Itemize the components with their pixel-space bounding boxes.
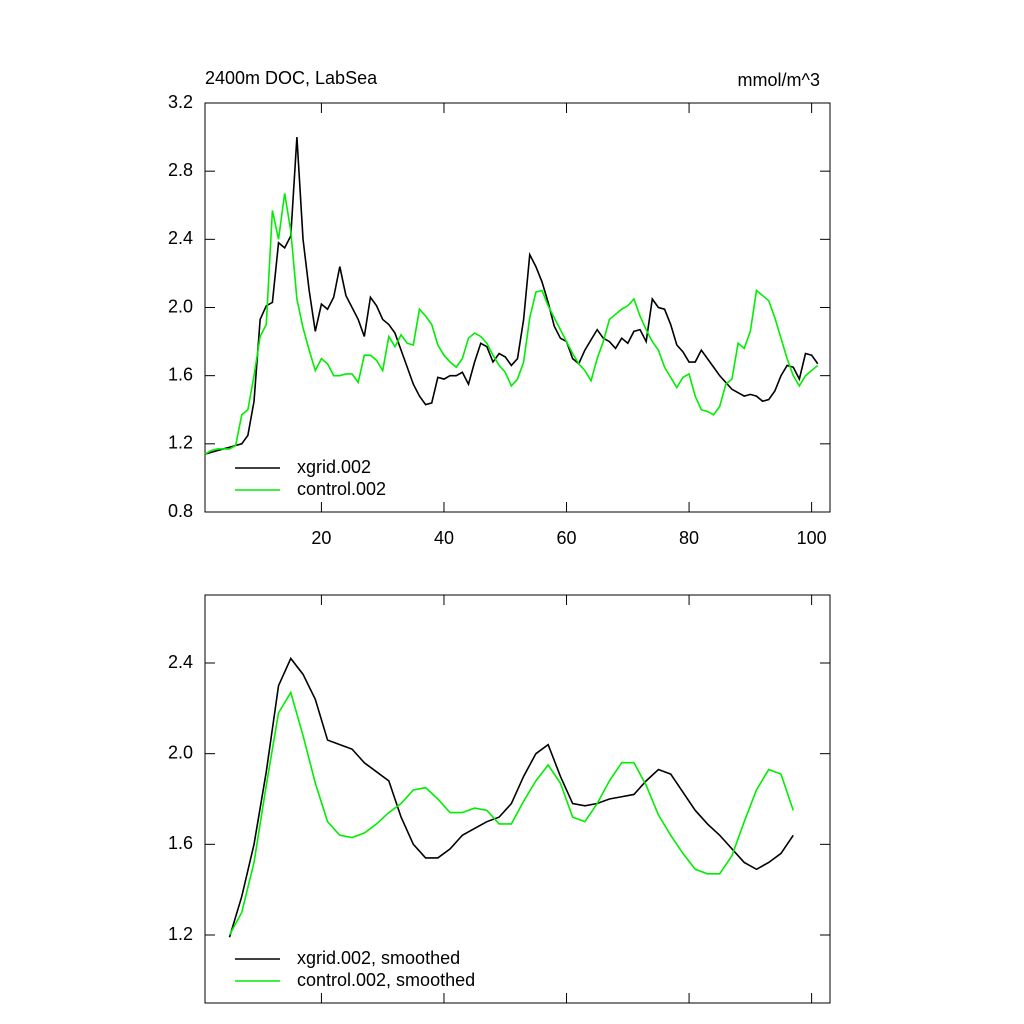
y-tick-label: 1.2 xyxy=(168,924,193,944)
series-line xyxy=(204,193,819,455)
chart-title: 2400m DOC, LabSea xyxy=(205,68,378,88)
x-tick-label: 100 xyxy=(797,528,827,548)
y-tick-label: 2.4 xyxy=(168,228,193,248)
units-label: mmol/m^3 xyxy=(738,70,820,90)
x-tick-label: 40 xyxy=(434,528,454,548)
series-line xyxy=(228,656,794,938)
y-tick-label: 2.4 xyxy=(168,652,193,672)
series-line xyxy=(228,690,794,936)
y-tick-label: 2.0 xyxy=(168,296,193,316)
y-tick-label: 3.2 xyxy=(168,92,193,112)
y-tick-label: 1.2 xyxy=(168,433,193,453)
legend-label: xgrid.002, smoothed xyxy=(297,948,460,968)
plot-frame xyxy=(204,594,831,1004)
series-line xyxy=(204,137,819,455)
x-tick-label: 60 xyxy=(557,528,577,548)
legend-label: control.002 xyxy=(297,479,386,499)
x-tick-label: 80 xyxy=(679,528,699,548)
y-tick-label: 2.8 xyxy=(168,160,193,180)
y-tick-label: 0.8 xyxy=(168,501,193,521)
y-tick-label: 1.6 xyxy=(168,364,193,384)
legend-label: xgrid.002 xyxy=(297,457,371,477)
legend-label: control.002, smoothed xyxy=(297,970,475,990)
x-tick-label: 20 xyxy=(311,528,331,548)
y-tick-label: 2.0 xyxy=(168,742,193,762)
y-tick-label: 1.6 xyxy=(168,833,193,853)
